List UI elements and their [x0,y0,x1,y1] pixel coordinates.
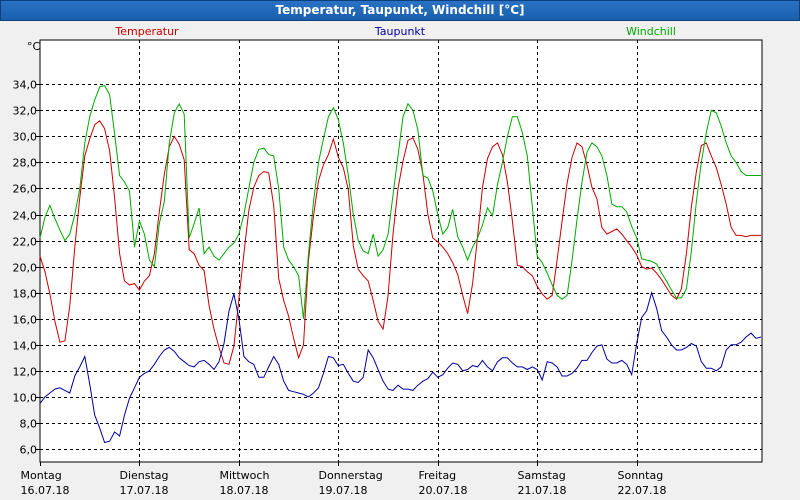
series-line-temperatur [39,120,761,365]
y-tick-label: 12,0 [13,366,38,379]
x-tick-date: 18.07.18 [220,484,269,497]
x-tick-weekday: Montag [21,469,62,482]
plot-area [39,39,763,463]
y-tick-label: 24,0 [13,210,38,223]
y-tick-label: 10,0 [13,392,38,405]
y-tick-label: 34,0 [13,79,38,92]
y-tick-label: 28,0 [13,157,38,170]
x-tick-date: 22.07.18 [618,484,667,497]
series-line-taupunkt [39,290,762,444]
x-tick-weekday: Mittwoch [220,469,270,482]
y-tick-label: 22,0 [13,236,38,249]
x-tick-weekday: Dienstag [120,469,169,482]
y-tick-label: 6,0 [20,444,38,457]
y-tick-label: 14,0 [13,340,38,353]
x-tick-date: 20.07.18 [419,484,468,497]
y-tick-label: 8,0 [20,418,38,431]
legend-temperatur: Temperatur [114,25,179,38]
x-tick-weekday: Sonntag [618,469,664,482]
window-titlebar: Temperatur, Taupunkt, Windchill [°C] [0,0,800,21]
x-tick-weekday: Donnerstag [319,469,383,482]
y-tick-label: 16,0 [13,314,38,327]
x-tick-date: 17.07.18 [120,484,169,497]
x-tick-date: 19.07.18 [319,484,368,497]
y-axis-unit: °C [27,40,41,53]
x-tick-weekday: Freitag [419,469,457,482]
legend-windchill: Windchill [626,25,676,38]
y-tick-label: 20,0 [13,262,38,275]
series-group [39,85,762,444]
x-tick-date: 21.07.18 [518,484,567,497]
series-line-windchill [39,85,761,319]
x-axis: Montag 16.07.18 Dienstag 17.07.18 Mittwoch 18… [21,462,667,497]
y-axis: 6,0 8,0 10,0 12,0 14,0 16,0 18,0 20,0 22,0 24,0 26… [13,79,40,457]
x-tick-weekday: Samstag [518,469,566,482]
y-tick-label: 18,0 [13,288,38,301]
y-tick-label: 30,0 [13,131,38,144]
window-title: Temperatur, Taupunkt, Windchill [°C] [275,3,525,17]
y-tick-label: 26,0 [13,183,38,196]
legend-taupunkt: Taupunkt [374,25,426,38]
y-tick-label: 32,0 [13,105,38,118]
x-tick-date: 16.07.18 [21,484,70,497]
grid [40,40,762,462]
